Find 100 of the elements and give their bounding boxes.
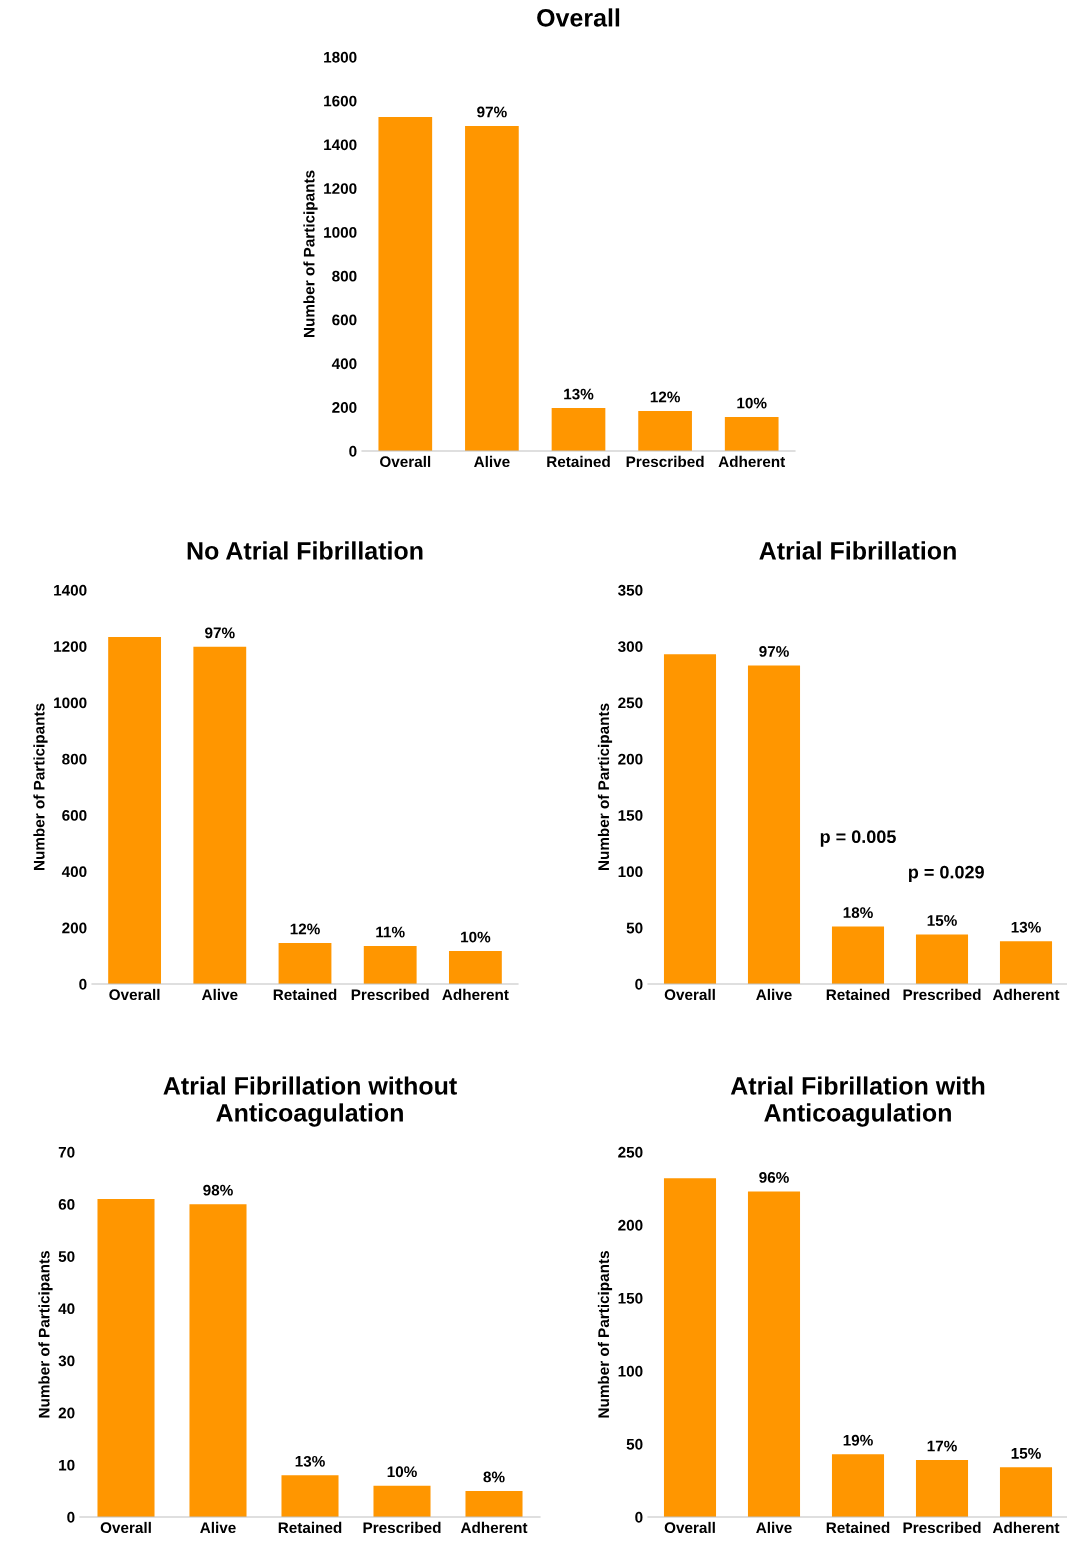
y-tick-label: 150 — [618, 1292, 643, 1304]
annotation: 17% — [927, 1440, 957, 1452]
x-tick-label: Prescribed — [626, 455, 704, 468]
bar — [551, 408, 606, 451]
chart-title: No Atrial Fibrillation — [187, 541, 423, 560]
bar — [108, 637, 162, 984]
y-tick-label: 300 — [618, 641, 643, 652]
y-tick-label: 40 — [58, 1303, 75, 1315]
y-tick-label: 1800 — [324, 51, 357, 63]
y-axis-title: Number of Participants — [38, 1251, 53, 1418]
annotation: p = 0.005 — [820, 830, 896, 847]
y-tick-label: 50 — [626, 922, 643, 934]
bar — [465, 125, 519, 451]
bar — [448, 951, 502, 984]
annotation: 13% — [1011, 921, 1041, 933]
x-tick-label: Retained — [826, 988, 890, 1001]
annotation: 97% — [477, 106, 507, 118]
y-tick-label: 1200 — [324, 183, 357, 195]
x-tick-label: Alive — [200, 1521, 236, 1534]
x-tick-label: Prescribed — [903, 1521, 981, 1534]
y-tick-label: 0 — [349, 445, 357, 457]
x-tick-label: Adherent — [992, 988, 1060, 1001]
x-tick-label: Alive — [756, 988, 792, 1001]
y-tick-label: 1000 — [324, 226, 357, 238]
chart-title: Atrial Fibrillation without Anticoagulation — [163, 1076, 457, 1127]
bar — [663, 654, 717, 984]
annotation: 15% — [927, 915, 957, 926]
bar — [831, 1454, 885, 1517]
y-tick-label: 150 — [618, 810, 643, 821]
x-tick-label: Overall — [380, 455, 431, 468]
y-tick-label: 800 — [62, 753, 87, 765]
annotation: 10% — [461, 931, 491, 943]
y-tick-label: 250 — [618, 1146, 643, 1158]
bar — [363, 946, 417, 984]
annotation: 11% — [376, 926, 405, 938]
annotation: 98% — [203, 1184, 233, 1196]
bar — [638, 410, 692, 451]
annotation: 19% — [843, 1434, 873, 1446]
y-tick-label: 400 — [61, 866, 87, 878]
x-tick-label: Retained — [278, 1521, 342, 1534]
y-tick-label: 600 — [332, 314, 357, 326]
y-axis-title: Number of Participants — [597, 1251, 613, 1418]
bar — [747, 665, 801, 984]
bar — [281, 1475, 339, 1517]
y-axis-title: Number of Participants — [303, 170, 318, 338]
y-tick-label: 100 — [618, 1365, 643, 1377]
bar — [999, 1467, 1053, 1517]
y-tick-label: 1400 — [324, 139, 357, 151]
bar — [663, 1178, 717, 1517]
x-tick-label: Overall — [100, 1521, 151, 1534]
y-tick-label: 400 — [331, 358, 357, 370]
annotation: 97% — [205, 627, 235, 639]
annotation: p = 0.029 — [909, 865, 984, 883]
bar — [278, 942, 332, 984]
x-tick-label: Adherent — [442, 988, 509, 1001]
y-tick-label: 0 — [67, 1511, 75, 1523]
y-tick-label: 0 — [635, 978, 643, 990]
annotation: 10% — [737, 397, 767, 409]
x-tick-label: Alive — [756, 1521, 792, 1534]
bar — [915, 1460, 969, 1517]
y-tick-label: 10 — [59, 1459, 75, 1471]
y-tick-label: 200 — [618, 1219, 643, 1231]
chart-title: Overall — [537, 8, 620, 27]
y-tick-label: 60 — [58, 1199, 75, 1210]
y-tick-label: 200 — [618, 753, 643, 765]
x-tick-label: Prescribed — [903, 988, 981, 1001]
chart-title: Atrial Fibrillation — [759, 541, 956, 560]
y-tick-label: 250 — [618, 697, 643, 709]
bar — [915, 934, 969, 984]
bar — [465, 1490, 523, 1517]
bar — [189, 1204, 247, 1517]
x-tick-label: Prescribed — [351, 988, 429, 1001]
annotation: 8% — [483, 1471, 505, 1483]
annotation: 18% — [843, 907, 873, 919]
bar — [193, 646, 247, 984]
y-tick-label: 1600 — [324, 95, 357, 107]
y-tick-label: 30 — [58, 1355, 75, 1367]
x-tick-label: Overall — [664, 988, 715, 1001]
y-tick-label: 600 — [62, 810, 87, 821]
x-tick-label: Prescribed — [363, 1521, 441, 1534]
annotation: 97% — [759, 646, 789, 657]
x-tick-label: Retained — [547, 455, 610, 468]
y-axis-title: Number of Participants — [597, 703, 613, 871]
bar — [724, 417, 779, 451]
x-tick-label: Retained — [273, 988, 337, 1001]
annotation: 13% — [295, 1455, 325, 1467]
x-tick-label: Alive — [201, 988, 238, 1001]
bar — [373, 1485, 431, 1517]
y-tick-label: 200 — [62, 922, 87, 934]
annotation: 12% — [650, 391, 680, 403]
y-tick-label: 100 — [618, 866, 643, 878]
chart-title: Atrial Fibrillation with Anticoagulation — [730, 1076, 985, 1127]
x-tick-label: Alive — [474, 455, 510, 468]
annotation: 10% — [387, 1466, 417, 1478]
x-tick-label: Adherent — [992, 1521, 1060, 1534]
x-tick-label: Overall — [109, 988, 160, 1001]
x-tick-label: Adherent — [460, 1521, 528, 1534]
bar — [747, 1191, 801, 1517]
y-tick-label: 1400 — [54, 584, 87, 596]
y-tick-label: 0 — [79, 978, 87, 990]
